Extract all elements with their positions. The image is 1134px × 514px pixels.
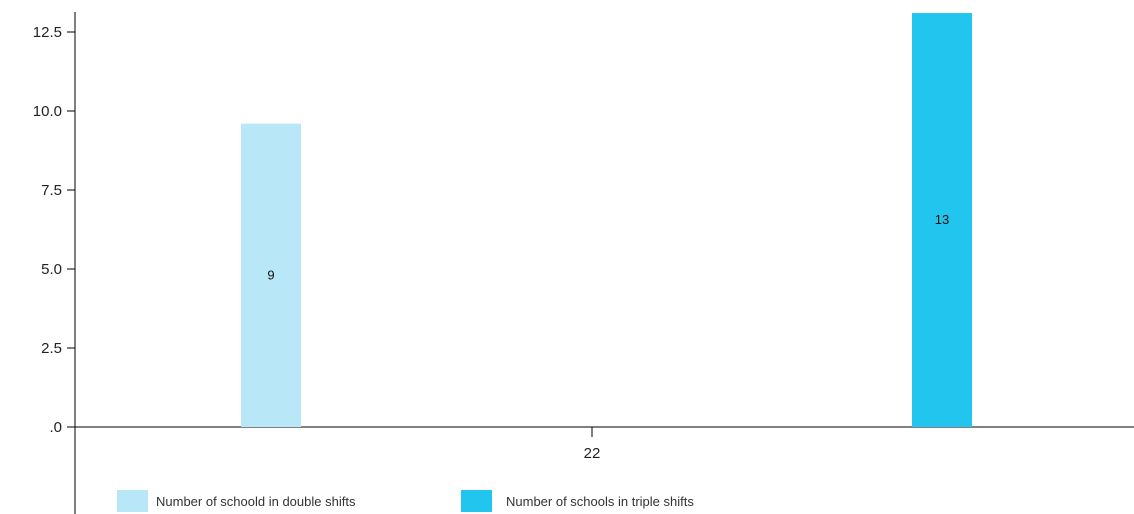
legend: Number of schoold in double shifts Number… [117,490,694,512]
legend-swatch [461,490,492,512]
y-tick-label: 12.5 [33,24,62,41]
bars: 9 13 [241,13,972,427]
y-tick-label: 10.0 [33,103,62,120]
bar [912,13,972,427]
y-tick-label: 2.5 [41,340,62,357]
y-tick-label: 5.0 [41,261,62,278]
legend-label: Number of schools in triple shifts [506,494,694,509]
y-axis-ticks: .0 2.5 5.0 7.5 10.0 12.5 [33,24,75,436]
x-axis-ticks: 22 [584,427,601,462]
x-tick-label: 22 [584,445,601,462]
y-tick-label: .0 [49,419,62,436]
bar-data-label: 13 [935,212,949,227]
bar-data-label: 9 [267,267,274,282]
legend-label: Number of schoold in double shifts [156,494,356,509]
bar [241,123,301,427]
y-tick-label: 7.5 [41,182,62,199]
legend-swatch [117,490,148,512]
